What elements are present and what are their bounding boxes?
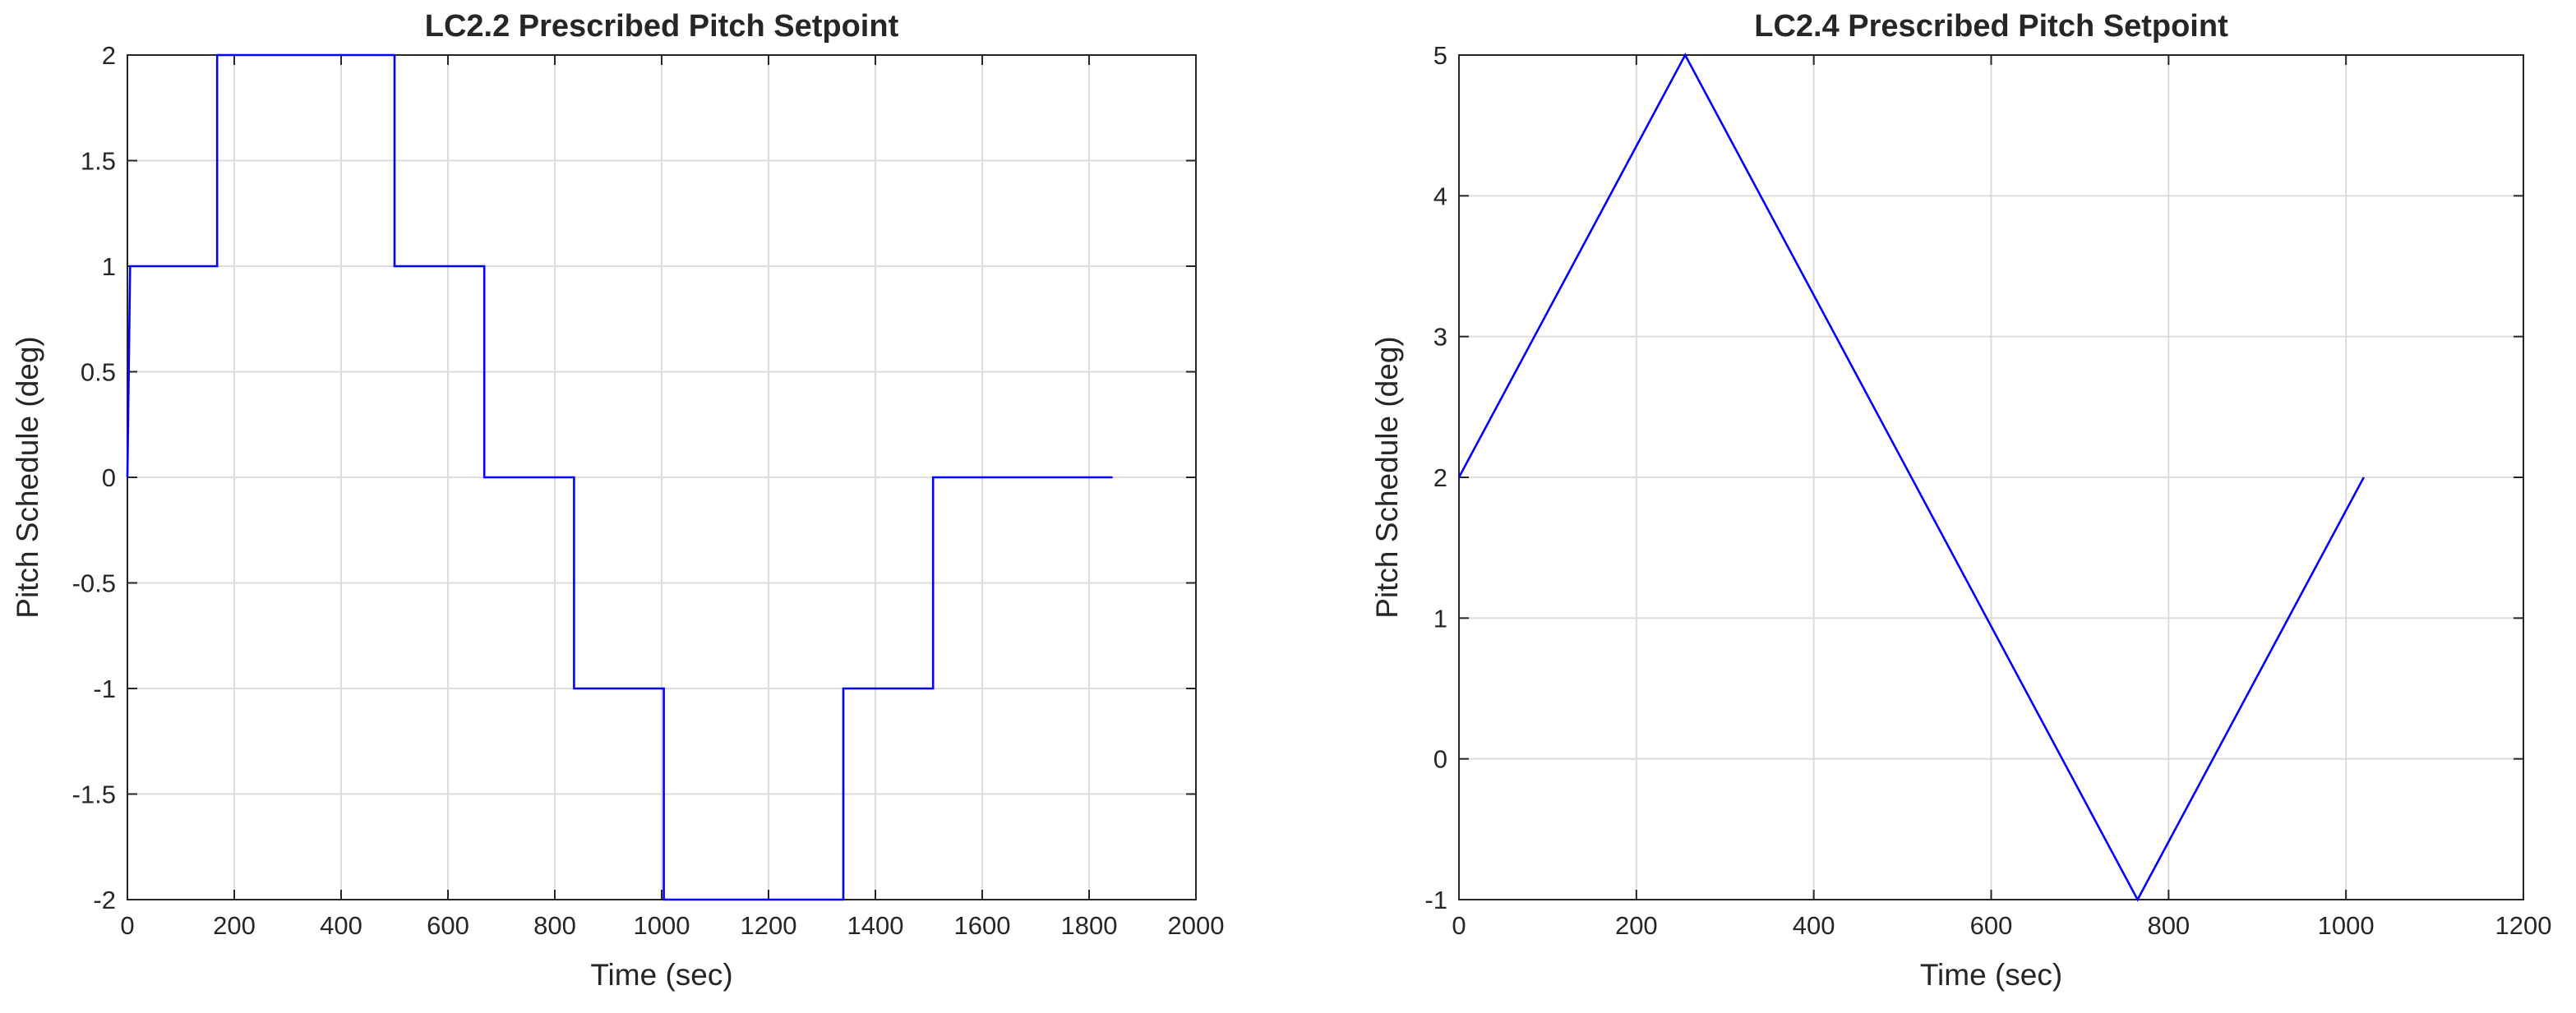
y-tick-label: -0.5 [72,569,116,598]
y-tick-label: 3 [1433,323,1447,352]
y-tick-label: 0 [102,463,116,492]
x-tick-label: 400 [320,911,362,940]
chart-left-title: LC2.2 Prescribed Pitch Setpoint [425,9,899,44]
chart-right-x-axis-label: Time (sec) [1920,958,2062,992]
y-tick-label: 0 [1433,745,1447,774]
x-tick-label: 200 [1615,911,1658,940]
chart-right-y-axis-label: Pitch Schedule (deg) [1370,336,1404,618]
x-tick-label: 0 [1452,911,1466,940]
x-tick-label: 600 [1970,911,2013,940]
chart-right-grid [1459,55,2523,900]
chart-right-series-line [1457,53,2365,902]
x-tick-label: 1400 [847,911,904,940]
x-tick-label: 1000 [2318,911,2375,940]
chart-left-series-line [126,53,1113,901]
chart-right: LC2.4 Prescribed Pitch Setpoint 0 200 400 6… [1370,9,2551,992]
x-tick-label: 200 [213,911,256,940]
y-tick-label: 1 [1433,604,1447,633]
x-tick-label: 1600 [954,911,1011,940]
x-tick-label: 800 [2147,911,2190,940]
y-tick-label: 1 [102,252,116,281]
chart-left-ticks: 0 200 400 600 800 1000 1200 1400 1600 1800 2000 -2 -… [72,41,1225,940]
y-tick-label: 4 [1433,182,1447,210]
chart-right-title: LC2.4 Prescribed Pitch Setpoint [1754,9,2228,44]
y-tick-label: -1 [1424,886,1447,914]
y-tick-label: 0.5 [81,358,116,387]
x-tick-label: 400 [1793,911,1835,940]
x-tick-label: 1000 [634,911,690,940]
y-tick-label: -2 [93,886,116,914]
x-tick-label: 1200 [2495,911,2552,940]
x-tick-label: 2000 [1168,911,1225,940]
x-tick-label: 600 [427,911,469,940]
x-tick-label: 0 [120,911,134,940]
y-tick-label: 5 [1433,41,1447,70]
y-tick-label: 2 [102,41,116,70]
y-tick-label: -1 [93,675,116,703]
x-tick-label: 1200 [741,911,797,940]
chart-left-x-axis-label: Time (sec) [590,958,732,992]
x-tick-label: 1800 [1061,911,1118,940]
y-tick-label: 2 [1433,463,1447,492]
y-tick-label: -1.5 [72,780,116,809]
x-tick-label: 800 [533,911,576,940]
y-tick-label: 1.5 [81,147,116,176]
chart-left-y-axis-label: Pitch Schedule (deg) [11,336,44,618]
chart-left: LC2.2 Prescribed Pitch Setpoint 0 200 400 6… [11,9,1224,992]
